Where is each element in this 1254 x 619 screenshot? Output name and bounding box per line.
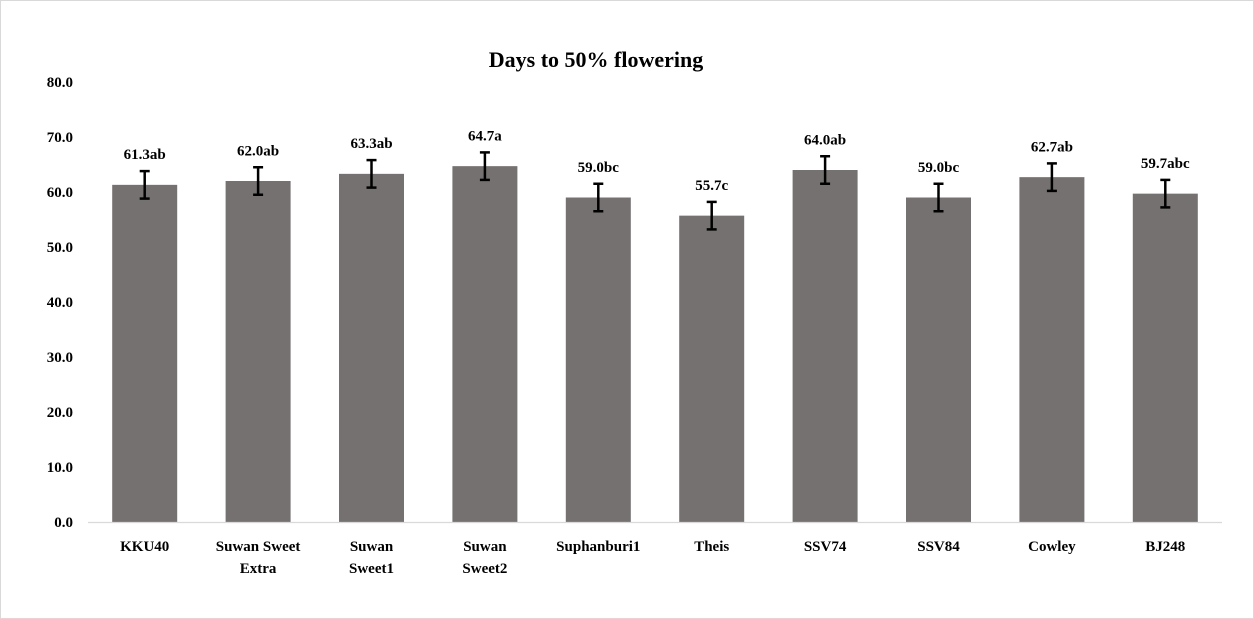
bar <box>452 166 518 522</box>
bar <box>339 173 404 522</box>
y-tick-label: 60.0 <box>47 185 73 201</box>
x-tick-label: Suwan Sweet2 <box>462 539 507 577</box>
x-tick-label: Theis <box>694 539 729 555</box>
data-label: 59.0bc <box>578 160 620 176</box>
error-bar <box>1160 178 1171 209</box>
bars <box>112 166 1198 522</box>
bar <box>906 197 971 522</box>
bar <box>1132 193 1198 522</box>
error-bar <box>593 182 604 213</box>
x-axis: KKU40 Suwan Sweet Extra Suwan Sweet1 Suwan Swe… <box>88 521 1222 577</box>
data-label: 61.3ab <box>124 147 166 163</box>
y-tick-label: 50.0 <box>47 240 73 256</box>
data-labels: 61.3ab 62.0ab 63.3ab 64.7a 59.0bc 55.7c 64.0ab… <box>124 128 1190 194</box>
data-label: 59.7abc <box>1141 156 1190 172</box>
x-tick-label: BJ248 <box>1145 539 1185 555</box>
data-label: 62.7ab <box>1031 139 1073 155</box>
data-label: 64.0ab <box>804 132 846 148</box>
error-bar <box>933 182 944 213</box>
x-tick-label: SSV84 <box>917 539 960 555</box>
error-bar <box>139 169 150 200</box>
data-label: 55.7c <box>695 178 728 194</box>
error-bars <box>139 151 1171 231</box>
y-tick-label: 30.0 <box>47 350 73 366</box>
bar <box>679 215 745 522</box>
y-tick-label: 40.0 <box>47 295 73 311</box>
x-tick-label: Suwan Sweet Extra <box>216 539 301 577</box>
error-bar <box>253 166 264 196</box>
x-tick-label: Suphanburi1 <box>556 539 640 555</box>
data-label: 63.3ab <box>350 136 392 152</box>
y-tick-label: 10.0 <box>47 460 73 476</box>
x-tick-label: Suwan Sweet1 <box>349 539 394 577</box>
x-tick-label: KKU40 <box>120 539 169 555</box>
error-bar <box>706 200 717 231</box>
y-tick-label: 80.0 <box>47 75 73 91</box>
bar <box>792 170 858 522</box>
y-tick-label: 0.0 <box>54 515 73 531</box>
x-tick-label: Cowley <box>1028 539 1076 555</box>
data-label: 59.0bc <box>918 160 960 176</box>
y-tick-label: 70.0 <box>47 130 73 146</box>
y-axis: 0.0 10.0 20.0 30.0 40.0 50.0 60.0 70.0 80.0 <box>47 75 73 531</box>
error-bar <box>366 158 377 189</box>
x-tick-label: SSV74 <box>804 539 847 555</box>
bar <box>1019 177 1085 522</box>
bar <box>225 181 291 522</box>
data-label: 62.0ab <box>237 143 279 159</box>
data-label: 64.7a <box>468 128 502 144</box>
error-bar <box>1046 162 1057 193</box>
chart-title: Days to 50% flowering <box>489 47 703 72</box>
error-bar <box>820 155 831 185</box>
error-bar <box>479 151 490 182</box>
bar <box>112 184 178 522</box>
bar <box>565 197 631 522</box>
y-tick-label: 20.0 <box>47 405 73 421</box>
